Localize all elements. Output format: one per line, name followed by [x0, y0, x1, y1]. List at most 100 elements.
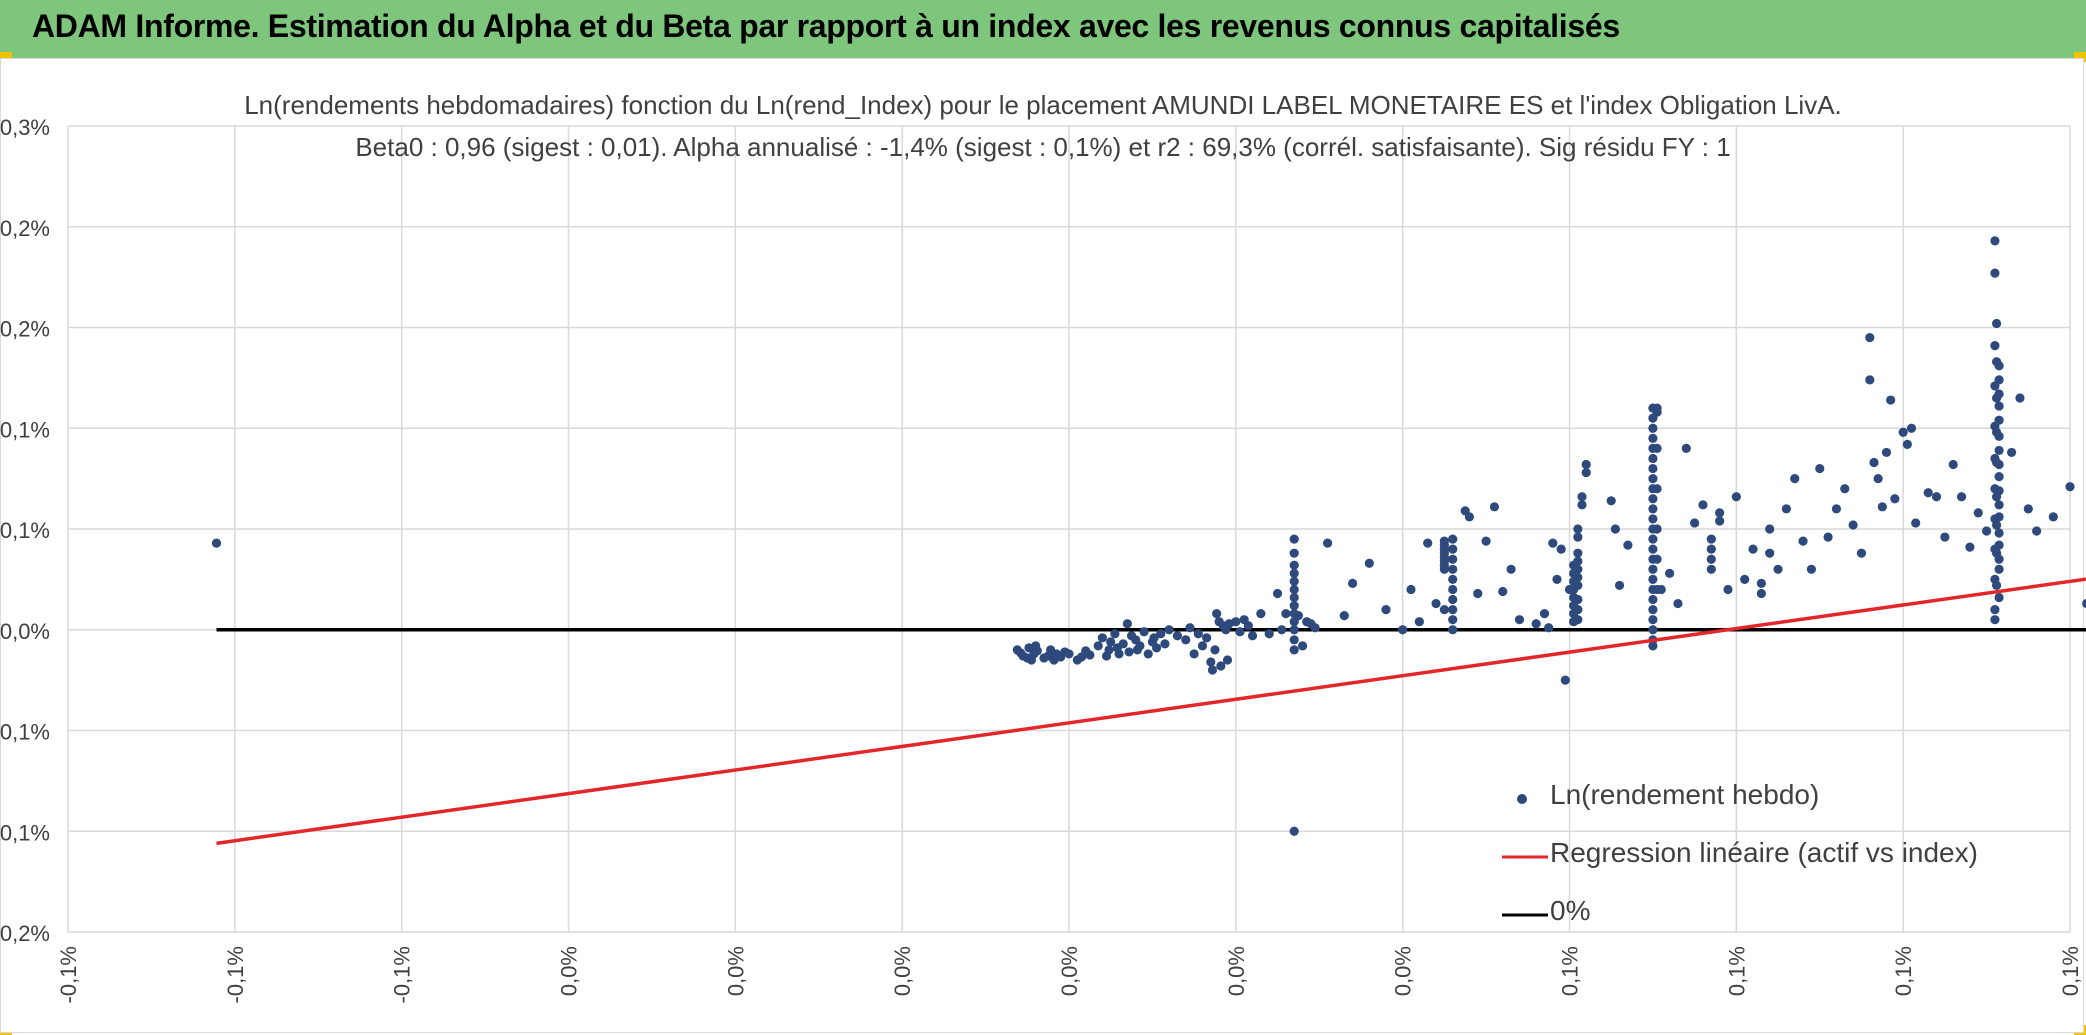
data-point — [1212, 609, 1222, 619]
data-point — [1994, 500, 2004, 510]
x-tick-label: 0,0% — [890, 946, 915, 996]
data-point — [1448, 554, 1458, 564]
data-point — [1398, 625, 1408, 635]
data-point — [1235, 627, 1245, 637]
data-point — [1124, 647, 1134, 657]
data-point — [1539, 609, 1550, 619]
data-point — [1648, 544, 1658, 554]
data-point — [1994, 445, 2004, 456]
data-point — [1289, 635, 1299, 645]
data-point — [1289, 568, 1299, 578]
data-point — [2032, 526, 2042, 536]
data-point — [1431, 598, 1441, 609]
y-tick-label: -0,2% — [0, 921, 50, 946]
data-point — [1848, 520, 1858, 530]
data-point — [1877, 502, 1887, 512]
data-point — [1448, 584, 1458, 595]
data-point — [1623, 540, 1633, 550]
x-tick-label: 0,0% — [723, 946, 748, 996]
data-point — [1560, 675, 1570, 685]
data-point — [1423, 538, 1433, 548]
data-point — [1648, 594, 1658, 605]
data-point — [1197, 641, 1208, 651]
data-point — [1364, 558, 1374, 568]
data-point — [1911, 518, 1921, 528]
data-point — [1577, 492, 1587, 502]
data-point — [1247, 631, 1258, 641]
data-point — [1581, 459, 1591, 470]
data-point — [1610, 524, 1620, 534]
data-point — [1648, 625, 1658, 635]
data-point — [1648, 605, 1658, 615]
data-point — [1831, 504, 1842, 514]
data-point — [1448, 544, 1458, 554]
data-point — [1648, 641, 1658, 651]
data-point — [1339, 611, 1349, 621]
data-point — [1289, 584, 1299, 595]
data-point — [1881, 447, 1892, 458]
data-point — [1648, 574, 1658, 584]
data-point — [1956, 492, 1967, 502]
data-point — [1840, 484, 1850, 494]
data-point — [1991, 520, 2002, 530]
data-point — [1156, 629, 1166, 639]
data-point — [1149, 633, 1159, 643]
corner-marker-top-left — [0, 52, 12, 62]
data-point — [1706, 564, 1716, 574]
data-point — [1648, 474, 1658, 484]
data-point — [1310, 623, 1320, 633]
data-point — [1681, 443, 1691, 453]
data-point — [1806, 564, 1817, 574]
data-point — [1097, 633, 1107, 643]
data-point — [1652, 524, 1662, 534]
data-point — [1118, 639, 1128, 649]
data-point — [1748, 544, 1758, 554]
data-point — [1552, 574, 1562, 584]
data-point — [1652, 407, 1662, 417]
data-point — [1264, 629, 1274, 639]
data-point — [1706, 534, 1716, 544]
data-point — [2065, 482, 2075, 492]
grid-layer — [67, 125, 2071, 933]
data-point — [1414, 617, 1424, 627]
data-point — [1032, 646, 1042, 656]
data-point — [1648, 514, 1658, 524]
data-point — [1281, 609, 1291, 619]
x-tick-label: 0,1% — [1891, 946, 1916, 996]
x-tick-label: 0,0% — [1224, 946, 1249, 996]
data-point — [1135, 641, 1145, 651]
data-point — [1151, 643, 1162, 653]
data-point — [2048, 512, 2058, 522]
corner-marker-top-right — [2074, 52, 2086, 62]
data-point — [1890, 494, 1900, 504]
data-point — [1172, 631, 1183, 641]
data-point — [1656, 584, 1666, 595]
data-point — [1994, 486, 2004, 496]
data-point — [1573, 605, 1583, 615]
data-point — [1289, 560, 1299, 570]
data-point — [1865, 332, 1875, 343]
data-point — [1289, 592, 1299, 603]
regression-line-layer — [216, 577, 2086, 846]
legend-label-zero: 0% — [1550, 895, 1591, 926]
data-point — [1648, 504, 1658, 514]
data-point — [1506, 564, 1516, 574]
data-point — [1293, 611, 1303, 621]
data-point — [2023, 504, 2033, 514]
data-point — [1448, 625, 1458, 635]
data-point — [1740, 574, 1750, 584]
x-tick-label: -0,1% — [223, 946, 248, 1003]
data-point — [1823, 532, 1833, 542]
data-point — [1648, 534, 1658, 544]
data-point — [1652, 443, 1662, 453]
data-point — [1606, 496, 1616, 506]
data-point — [1277, 625, 1287, 635]
data-point — [1731, 492, 1741, 502]
data-point — [1931, 492, 1942, 502]
data-point — [1886, 395, 1896, 405]
data-point — [1991, 580, 2002, 591]
data-point — [1106, 637, 1116, 647]
data-point — [1765, 524, 1775, 534]
data-point — [1381, 605, 1391, 615]
